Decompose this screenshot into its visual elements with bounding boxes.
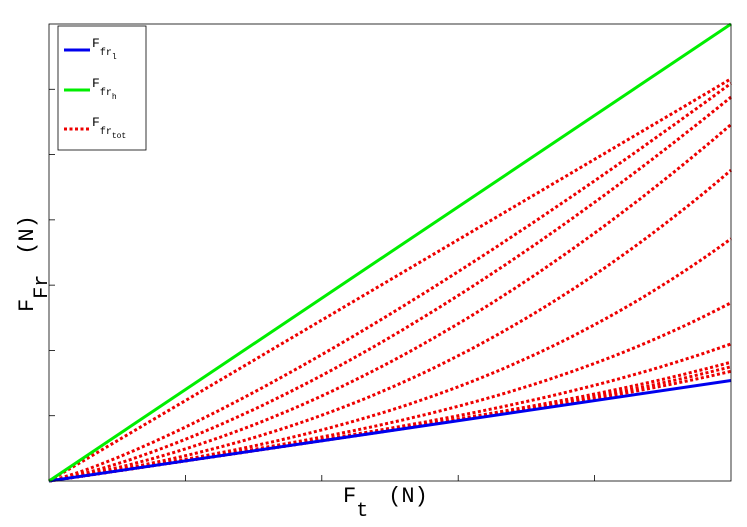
series-layer: [48, 22, 732, 483]
tick-layer: [49, 88, 595, 481]
x-axis-label-sub: t: [356, 500, 368, 523]
series-line-total-1: [48, 82, 732, 483]
y-axis-label-base: F: [15, 299, 40, 312]
legend-box: [57, 25, 147, 151]
legend: Ffrl Ffrh Ffrtot: [57, 25, 147, 151]
legend-label-high: Ffrh: [92, 76, 117, 102]
series-line-total-3: [48, 123, 732, 483]
plot-frame: [48, 23, 732, 482]
series-line-total-2: [48, 95, 732, 483]
series-line-total-10: [48, 369, 732, 483]
y-axis-label-sub: Fr: [31, 275, 54, 299]
x-axis-label-unit: (N): [388, 484, 428, 509]
legend-label-low: Ffrl: [92, 36, 117, 62]
series-line-total-0: [48, 77, 732, 483]
series-line-total-4: [48, 169, 732, 483]
legend-entry-low: Ffrl: [64, 36, 117, 62]
legend-entry-high: Ffrh: [64, 76, 117, 102]
series-line-total-6: [48, 301, 732, 483]
series-line-high: [48, 22, 732, 483]
y-axis-label-unit: (N): [15, 215, 40, 255]
y-axis-label: FFr (N): [15, 215, 54, 312]
series-line-low: [48, 379, 732, 483]
series-line-total-5: [48, 237, 732, 483]
x-axis-label-base: F: [343, 484, 356, 509]
series-line-total-9: [48, 365, 732, 483]
legend-label-total: Ffrtot: [92, 115, 126, 141]
legend-entry-total: Ffrtot: [64, 115, 126, 141]
series-line-total-7: [48, 342, 732, 483]
x-axis-label: Ft (N): [343, 484, 428, 523]
